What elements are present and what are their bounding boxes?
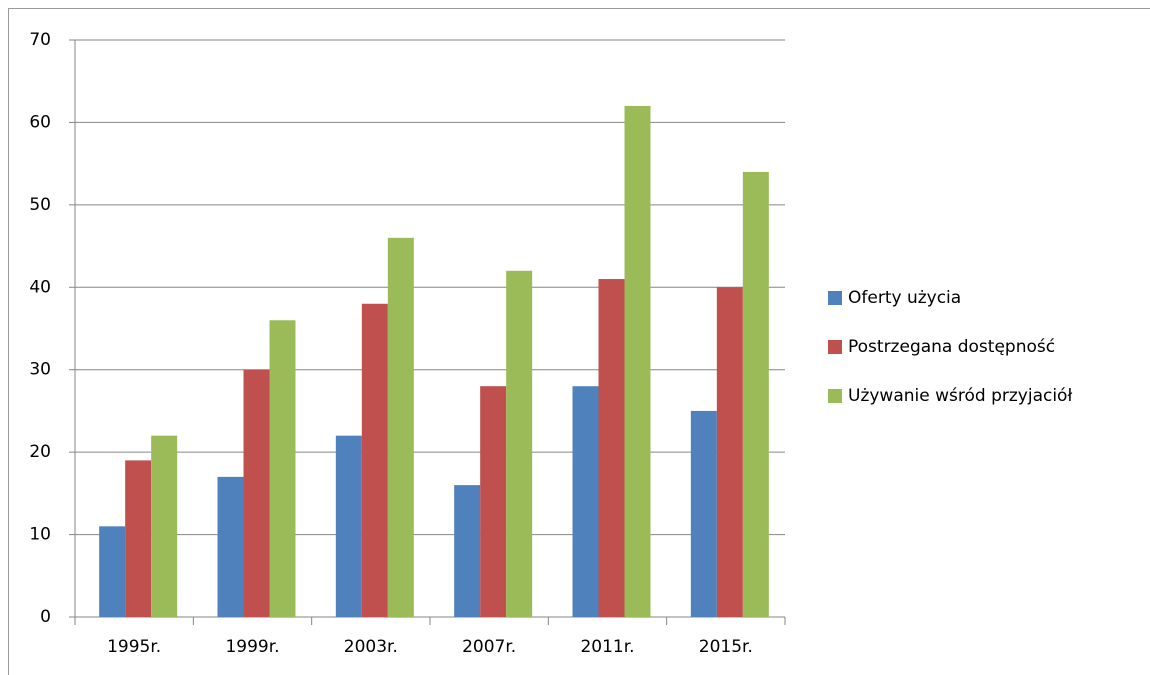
y-tick-label: 60 [29, 112, 51, 132]
bar [99, 526, 126, 617]
x-tick-label: 2007r. [462, 637, 516, 657]
y-tick-label: 10 [29, 525, 51, 545]
bar [598, 279, 625, 617]
bar [506, 270, 533, 617]
x-tick-label: 1995r. [107, 637, 161, 657]
bar [716, 287, 743, 617]
bar [125, 460, 152, 617]
bar [217, 476, 244, 617]
bar [454, 485, 481, 617]
bar [361, 303, 388, 617]
bar [387, 237, 414, 618]
y-tick-label: 30 [29, 360, 51, 380]
legend-swatch [828, 291, 842, 305]
bar [572, 386, 599, 617]
bar [335, 435, 362, 617]
y-tick-label: 0 [40, 607, 51, 627]
bar [151, 435, 178, 617]
bar [690, 410, 717, 617]
legend-swatch [828, 389, 842, 403]
x-tick-label: 2011r. [580, 637, 634, 657]
bar [624, 105, 651, 617]
y-tick-label: 20 [29, 442, 51, 462]
x-tick-label: 2003r. [344, 637, 398, 657]
legend-swatch [828, 340, 842, 354]
bar [269, 320, 296, 617]
legend-label: Oferty użycia [848, 288, 961, 308]
legend-label: Używanie wśród przyjaciół [848, 386, 1072, 406]
x-tick-label: 1999r. [225, 637, 279, 657]
legend-label: Postrzegana dostępność [848, 337, 1055, 357]
bar [243, 369, 270, 617]
bar [742, 171, 769, 617]
y-tick-label: 40 [29, 277, 51, 297]
chart-frame [8, 8, 1150, 675]
x-tick-label: 2015r. [699, 637, 753, 657]
y-tick-label: 50 [29, 195, 51, 215]
bar [480, 386, 507, 617]
y-tick-label: 70 [29, 30, 51, 50]
